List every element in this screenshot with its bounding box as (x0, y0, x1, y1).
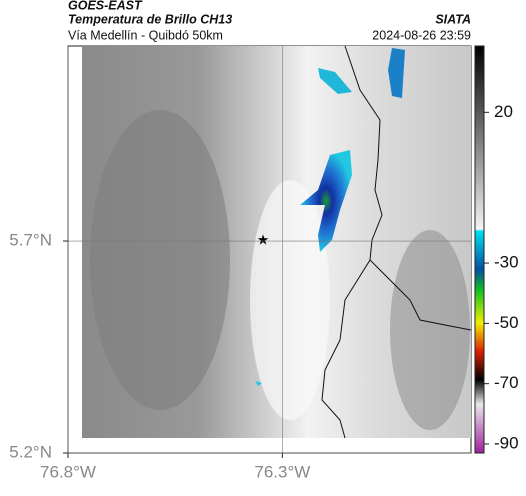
x-tick-label: 76.3°W (254, 462, 310, 481)
convective-cloud (388, 48, 405, 98)
agency: SIATA (435, 12, 471, 26)
border (321, 259, 371, 439)
colorbar-tick-label: 20 (494, 102, 513, 121)
border (344, 45, 472, 331)
timestamp: 2024-08-26 23:59 (372, 28, 471, 42)
cloud-field (250, 180, 330, 420)
colorbar-tick-label: -90 (494, 433, 519, 452)
colorbar (474, 45, 485, 454)
colorbar-tick-label: -70 (494, 373, 519, 392)
y-tick-label: 5.2°N (9, 442, 52, 461)
cloud-field (90, 110, 230, 410)
x-tick-label: 76.8°W (40, 462, 96, 481)
convective-cloud (255, 381, 262, 386)
source: GOES-EAST (68, 0, 143, 12)
y-tick-label: 5.7°N (9, 231, 52, 250)
colorbar-tick-label: -50 (494, 313, 519, 332)
city-marker: ★ (257, 232, 270, 248)
colorbar-tick-label: -30 (494, 253, 519, 272)
convective-cloud (300, 150, 352, 252)
region: Vía Medellín - Quibdó 50km (68, 28, 223, 42)
cloud-field (390, 230, 470, 430)
product: Temperatura de Brillo CH13 (68, 12, 232, 26)
convective-cloud (318, 68, 352, 94)
